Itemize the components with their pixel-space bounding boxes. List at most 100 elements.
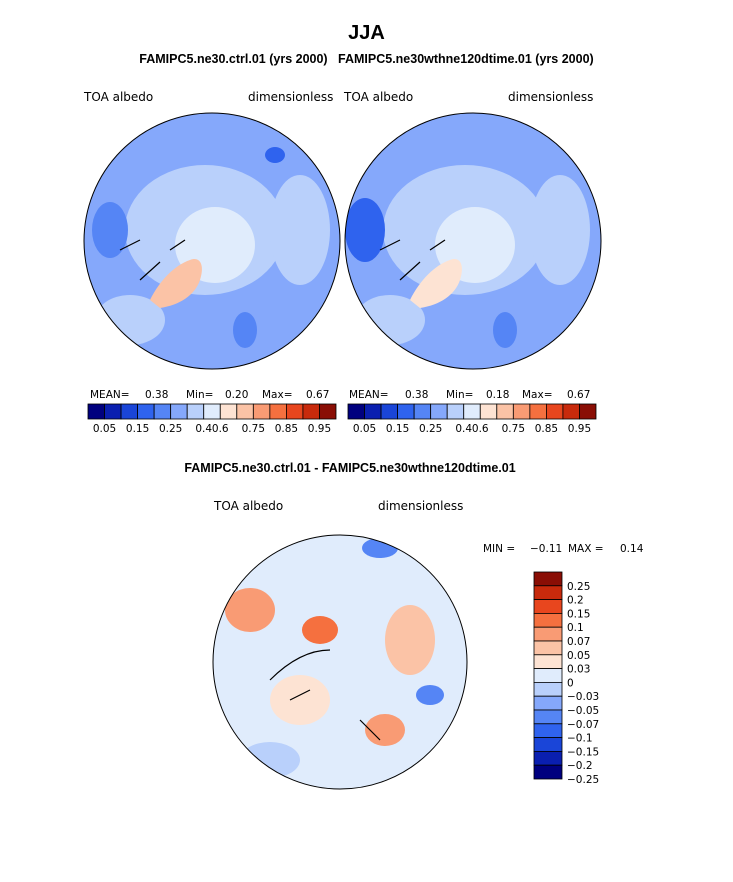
panel2-colorbar-tick-label: 0.85 [535,423,558,435]
panel1-colorbar-tick-label: 0.95 [308,423,331,435]
panel2-colorbar-tick-label: 0.4 [455,423,472,435]
panel1-colorbar: 0.05 0.15 0.25 0.4 0.6 0.75 0.85 0.95 [87,403,337,435]
panel1-colorbar-swatch [87,403,105,420]
panel3-colorbar-swatch [533,709,563,725]
panel3-stats: MIN = −0.11 MAX = 0.14 [483,543,644,555]
panel1-colorbar-swatch [170,403,188,420]
panel1-colorbar-swatch [104,403,122,420]
panel3-max-value: 0.14 [620,543,644,555]
panel1-min-label: Min= [186,389,213,401]
panel3-colorbar-swatch [533,682,563,697]
panel1-mean-value: 0.38 [145,389,168,401]
panel1-colorbar-tick-label: 0.15 [126,423,149,435]
panel2-colorbar-tick-label: 0.15 [386,423,409,435]
panel2-variable-label: TOA albedo [344,90,414,104]
panel3-colorbar-tick-label: 0.07 [567,636,590,648]
panel1-colorbar-tick-label: 0.4 [195,423,212,435]
panel3-colorbar-tick-label: −0.15 [567,746,599,758]
panel1-colorbar-tick-label: 0.6 [212,423,229,435]
panel2-colorbar-swatch [364,403,382,420]
panel3-colorbar-tick-label: −0.25 [567,774,599,786]
difference-title: FAMIPC5.ne30.ctrl.01 - FAMIPC5.ne30wthne… [184,461,516,475]
panel3-colorbar-swatch [533,764,563,780]
panel2-colorbar-swatch [430,403,448,420]
panel3-colorbar-swatch [533,695,563,711]
panel3-colorbar-tick-label: 0.05 [567,650,590,662]
panel2-colorbar-swatch [380,403,399,420]
panel1-colorbar-swatch [285,403,304,420]
runs-title: FAMIPC5.ne30.ctrl.01 (yrs 2000) FAMIPC5.… [0,52,733,66]
panel3-colorbar-swatch [533,626,563,642]
panel1-min-value: 0.20 [225,389,248,401]
panel1-colorbar-swatch [252,403,271,420]
panel1-colorbar-swatch [236,403,254,420]
panel1-colorbar-swatch [186,403,205,420]
panel3-colorbar-swatch [533,668,563,683]
panel3-colorbar-tick-label: −0.07 [567,719,599,731]
panel2-units-label: dimensionless [508,90,594,104]
panel1-colorbar-swatch [219,403,238,420]
panel2-colorbar-swatch [579,403,597,420]
panel1-colorbar-tick-label: 0.05 [93,423,116,435]
panel2-colorbar-swatch [496,403,514,420]
panel2-colorbar-swatch [546,403,564,420]
panel3-colorbar-swatch [533,571,563,587]
panel3-colorbar-tick-label: 0.1 [567,622,584,634]
panel2-map [344,112,602,370]
panel2-mean-value: 0.38 [405,389,428,401]
panel3-colorbar-swatch [533,585,563,600]
panel3-map [212,534,468,790]
panel2-colorbar-swatch [512,403,531,420]
panel2-mean-label: MEAN= [349,389,389,401]
panel1-variable-label: TOA albedo [84,90,154,104]
panel1-max-value: 0.67 [306,389,329,401]
panel2-colorbar-tick-label: 0.05 [353,423,376,435]
panel1-colorbar-tick-label: 0.25 [159,423,182,435]
panel1-colorbar-swatch [137,403,155,420]
panel1-mean-label: MEAN= [90,389,130,401]
page-title: JJA [348,22,385,44]
panel3-colorbar-tick-label: 0.15 [567,608,590,620]
run-title-left: FAMIPC5.ne30.ctrl.01 (yrs 2000) [139,52,328,66]
panel1-colorbar-swatch [203,403,221,420]
panel2-min-label: Min= [446,389,473,401]
panel3-colorbar-tick-label: −0.03 [567,691,599,703]
panel2-stats: MEAN= 0.38 Min= 0.18 Max= 0.67 [349,389,590,401]
panel3-colorbar-swatch [533,751,563,766]
panel2-min-value: 0.18 [486,389,509,401]
panel2-colorbar-tick-label: 0.6 [472,423,489,435]
panel2-colorbar-swatch [479,403,498,420]
panel3-units-label: dimensionless [378,499,464,513]
run-title-right: FAMIPC5.ne30wthne120dtime.01 (yrs 2000) [338,52,594,66]
panel2-max-label: Max= [522,389,553,401]
panel3-max-label: MAX = [568,543,604,555]
panel2-colorbar: 0.05 0.15 0.25 0.4 0.6 0.75 0.85 0.95 [347,403,597,435]
panel1-max-label: Max= [262,389,293,401]
panel2-colorbar-tick-label: 0.25 [419,423,442,435]
panel2-colorbar-swatch [463,403,481,420]
panel3-colorbar-swatch [533,654,563,669]
panel2-colorbar-swatch [562,403,580,420]
panel1-units-label: dimensionless [248,90,334,104]
panel1-colorbar-swatch [120,403,138,420]
panel1-map [83,112,341,370]
panel3-colorbar-tick-label: 0 [567,677,574,689]
panel2-colorbar-swatch [397,403,415,420]
panel3-variable-label: TOA albedo [214,499,284,513]
panel3-colorbar-tick-label: 0.25 [567,581,590,593]
panel2-max-value: 0.67 [567,389,590,401]
panel2-colorbar-tick-label: 0.95 [568,423,591,435]
panel1-colorbar-tick-label: 0.85 [275,423,298,435]
panel2-colorbar-swatch [446,403,465,420]
panel1-colorbar-swatch [269,403,287,420]
panel3-min-label: MIN = [483,543,515,555]
panel3-min-value: −0.11 [530,543,562,555]
panel3-colorbar-tick-label: −0.2 [567,760,593,772]
panel3-colorbar-swatch [533,737,563,752]
panel3-colorbar-swatch [533,599,563,614]
panel3-colorbar-swatch [533,723,563,738]
panel3-colorbar-swatch [533,640,563,656]
panel1-colorbar-swatch [319,403,337,420]
panel3-colorbar-swatch [533,613,563,628]
